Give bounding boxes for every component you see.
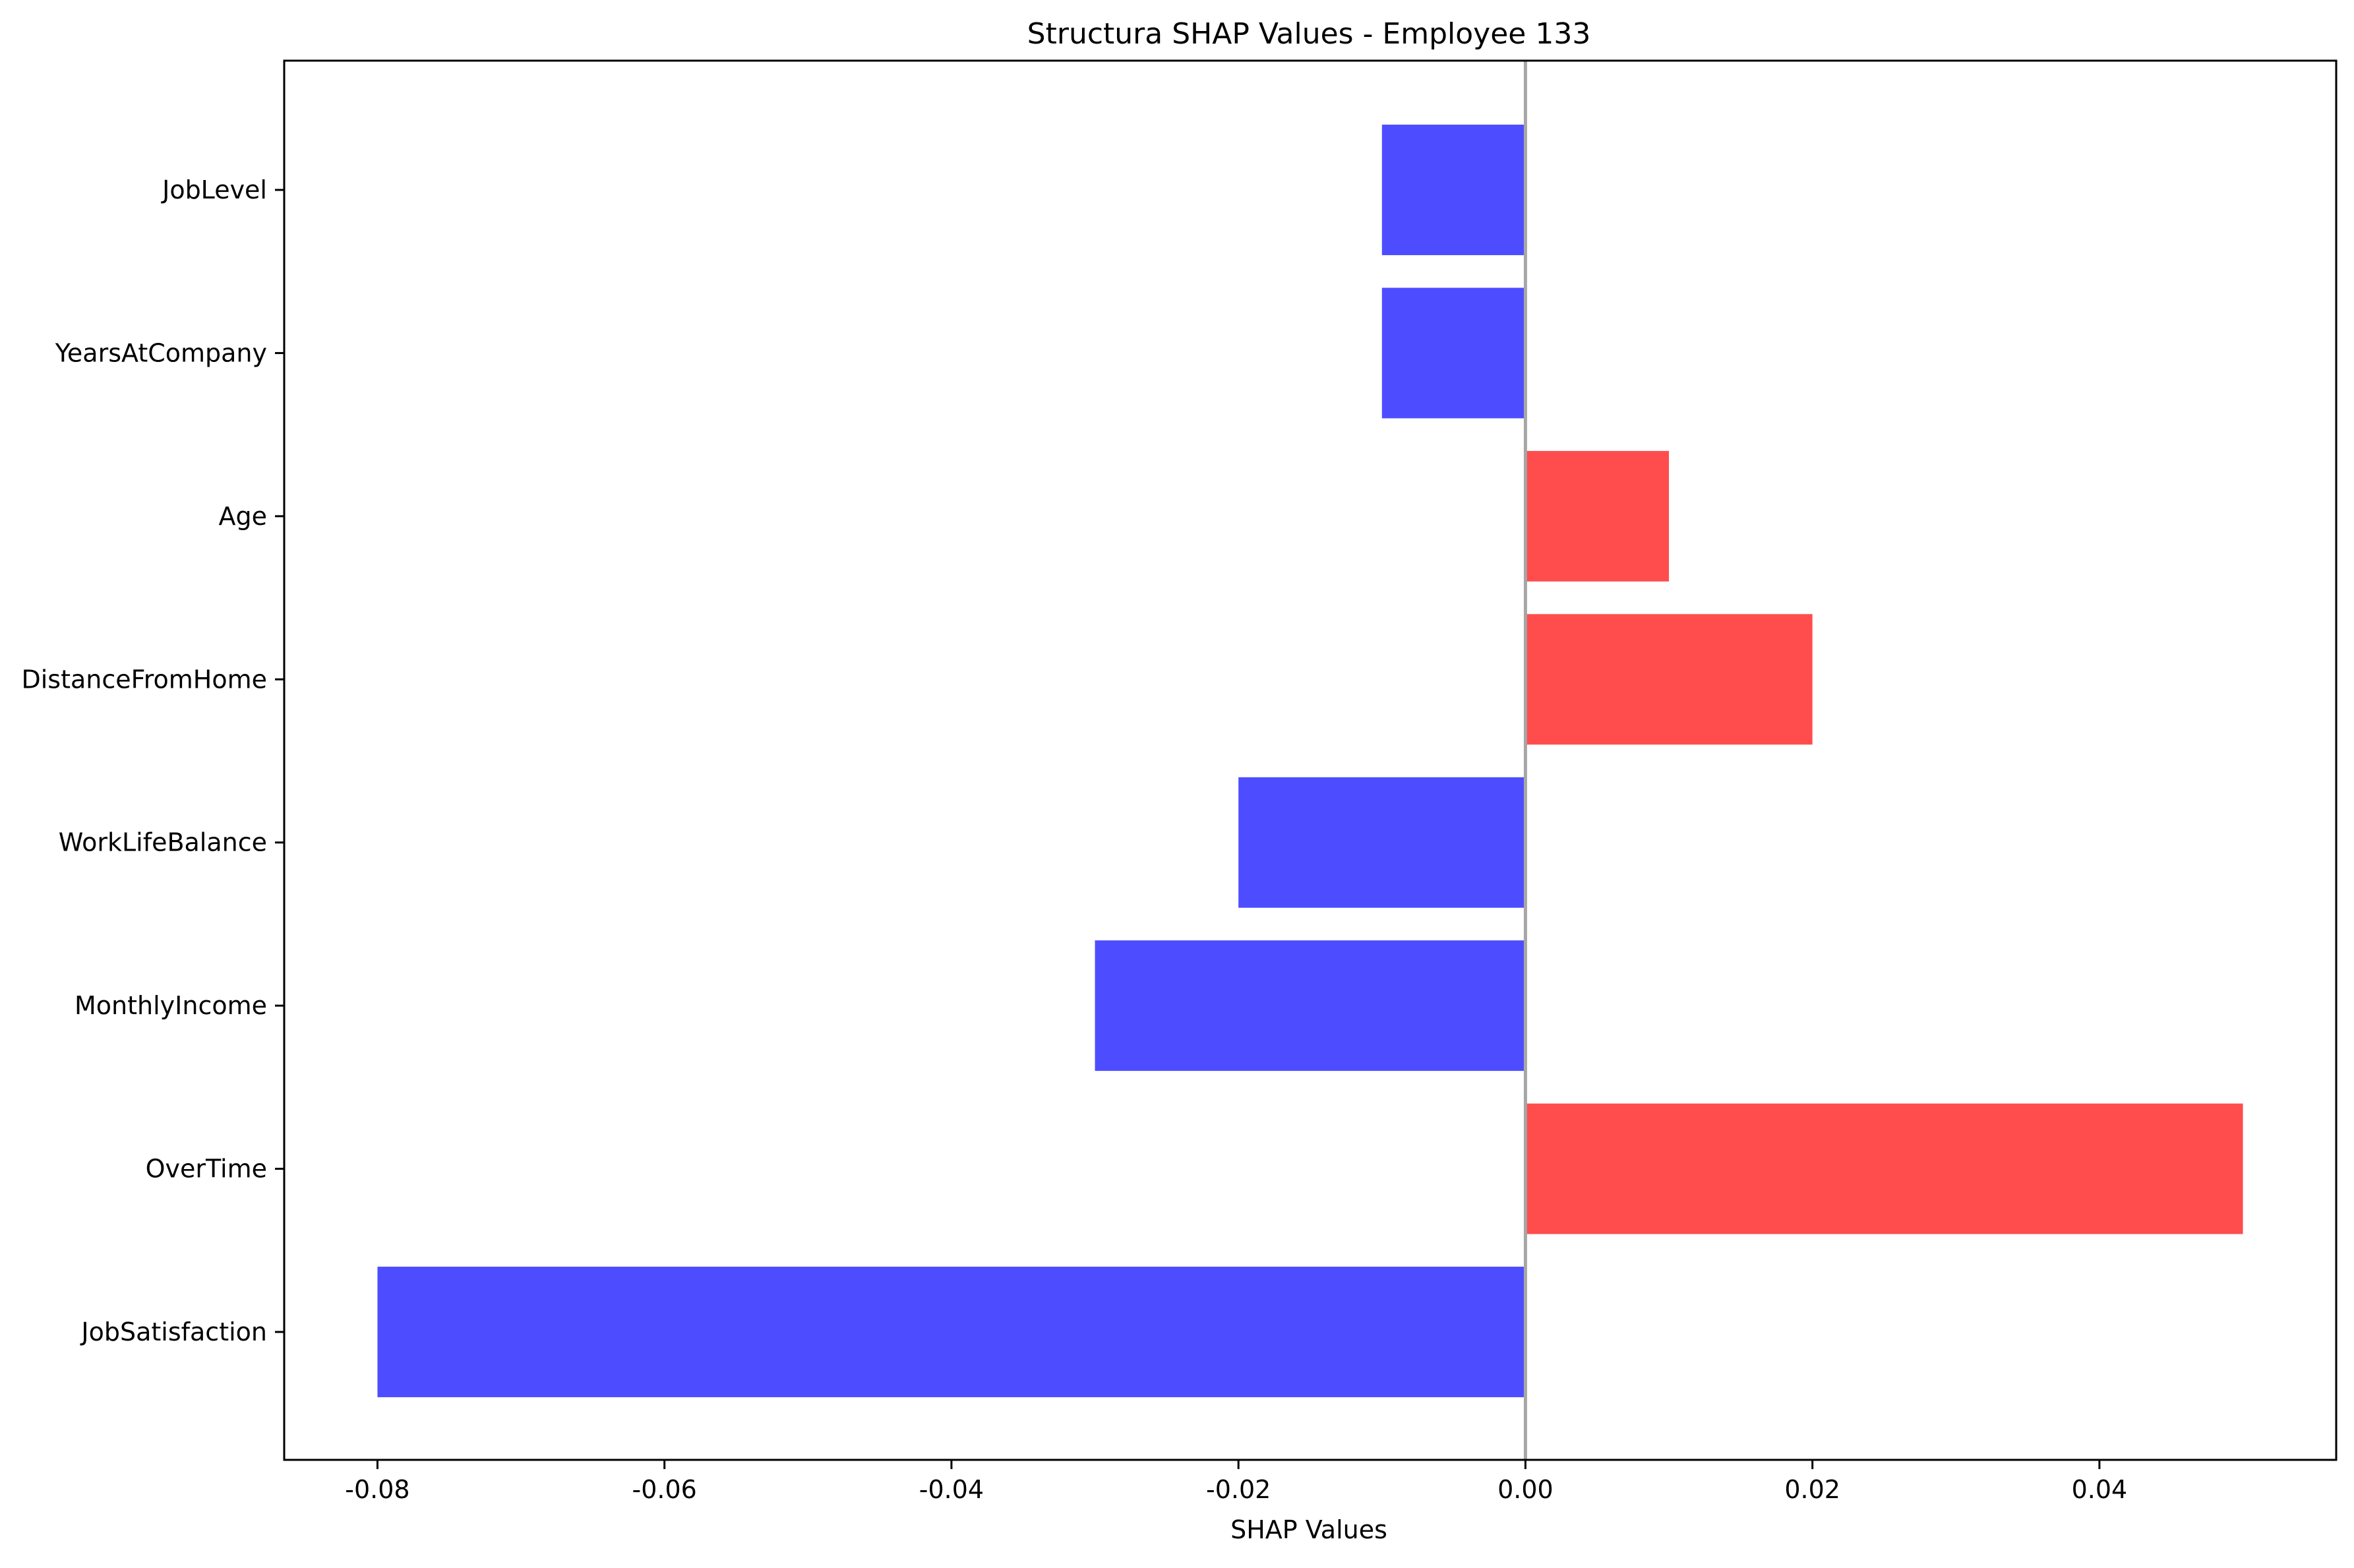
y-tick-label-joblevel: JobLevel [161, 175, 267, 204]
x-axis-label: SHAP Values [1230, 1515, 1387, 1544]
bar-joblevel [1381, 125, 1526, 255]
x-tick-label: 0.04 [2072, 1475, 2128, 1504]
x-tick-label: -0.04 [919, 1475, 984, 1504]
y-tick-label-yearsatcompany: YearsAtCompany [55, 338, 267, 367]
x-tick-label: 0.02 [1784, 1475, 1840, 1504]
y-tick-label-age: Age [219, 502, 268, 531]
bar-worklifebalance [1238, 777, 1526, 908]
bar-age [1525, 450, 1670, 582]
plot-area-frame [283, 59, 2338, 1461]
y-tick-label-monthlyincome: MonthlyIncome [75, 991, 267, 1020]
x-tick-label: -0.08 [345, 1475, 409, 1504]
x-tick-label: -0.06 [632, 1475, 697, 1504]
bars-layer [377, 125, 2243, 1397]
y-tick-label-jobsatisfaction: JobSatisfaction [80, 1317, 267, 1346]
x-axis: -0.08 -0.06 -0.04 -0.02 0.00 0.02 0.04 [345, 1460, 2127, 1504]
bar-jobsatisfaction [377, 1267, 1526, 1397]
bar-yearsatcompany [1381, 287, 1526, 419]
x-tick-label: 0.00 [1497, 1475, 1554, 1504]
bar-distancefromhome [1525, 614, 1813, 745]
x-tick-label: -0.02 [1206, 1475, 1271, 1504]
y-axis: JobSatisfaction OverTime MonthlyIncome Work… [21, 175, 284, 1346]
bar-monthlyincome [1095, 940, 1526, 1071]
bar-overtime [1525, 1103, 2243, 1234]
y-tick-label-overtime: OverTime [146, 1155, 267, 1184]
y-tick-label-distancefromhome: DistanceFromHome [21, 665, 267, 694]
y-tick-label-worklifebalance: WorkLifeBalance [59, 828, 267, 857]
chart-title: Structura SHAP Values - Employee 133 [1027, 17, 1591, 51]
